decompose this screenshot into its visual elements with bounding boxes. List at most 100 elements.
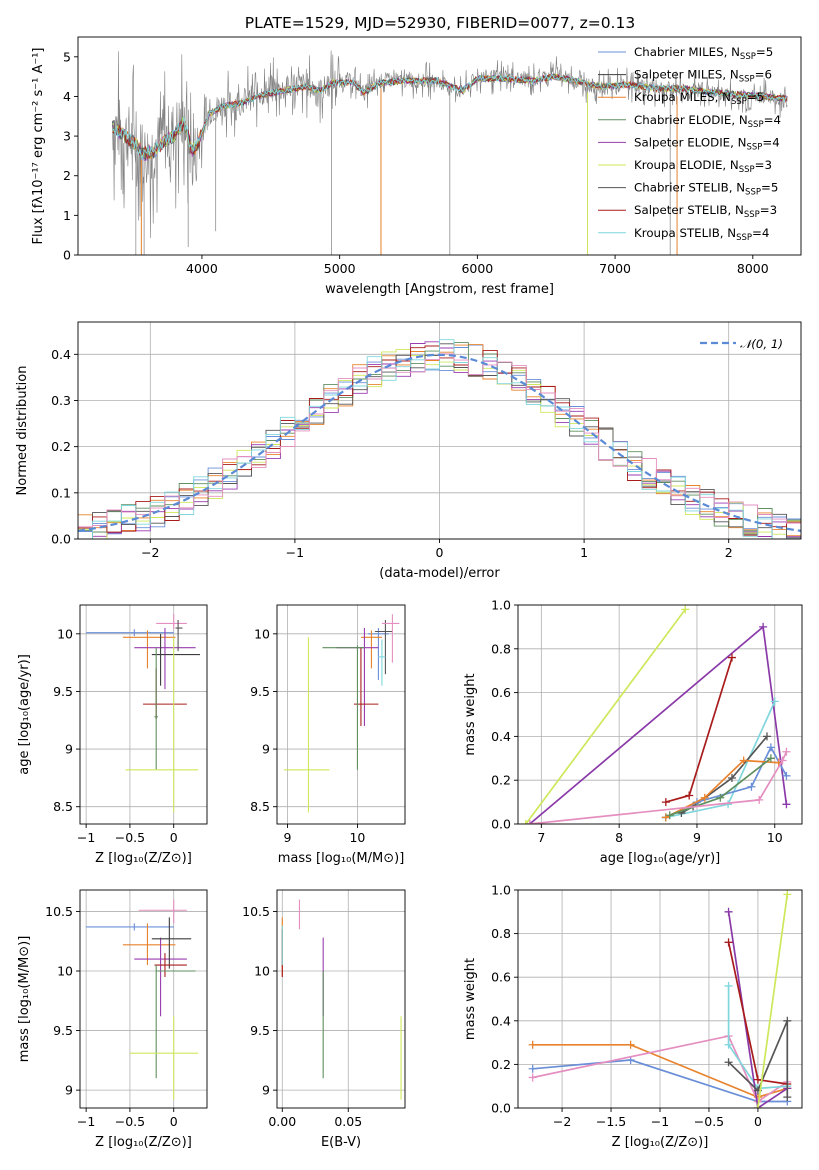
y-axis-label: age [log₁₀(age/yr)] [17,654,32,775]
residuals-panel: −2 −1 0 1 2 0.0 0.1 0.2 0.3 0.4 (data-model)/error… [15,321,802,581]
x-tick-label: −0.5 [694,1114,724,1129]
x-tick-label: 7 [537,830,545,845]
massweight-vs-Z-grid [518,889,802,1109]
legend-label-sub: SSP [739,75,755,85]
weight-marker [724,938,733,947]
y-axis-label: mass weight [463,958,478,1040]
x-tick-label: 0 [754,1114,762,1129]
weight-marker [525,820,534,824]
y-tick-label: 0.4 [491,729,511,744]
massweight-vs-Z-plot [528,890,792,1108]
x-tick-label: 9 [284,830,292,845]
weight-marker [778,756,787,765]
legend-label-normal: 𝒩(0, 1) [740,337,783,351]
y-tick-label: 0.1 [51,485,71,500]
y-tick-label: 9.5 [53,684,73,699]
weight-marker [766,754,775,763]
spectrum-panel: 4000 5000 6000 7000 8000 0 1 2 3 4 5 wavelength [An… [31,36,802,297]
y-tick-label: 9 [65,742,73,757]
legend-label-main: Chabrier MILES, N [634,45,740,59]
weight-marker [747,782,756,791]
x-tick-label: 1 [580,545,588,560]
weight-line [727,985,788,1090]
y-tick-label: 1 [63,208,71,223]
age-vs-mass-plot [283,614,400,813]
legend-label-suffix: =4 [764,113,781,127]
weight-marker [727,653,736,662]
residual-histogram [78,353,801,528]
weight-marker [739,756,748,765]
weight-marker [528,1073,537,1082]
y-tick-label: 0 [63,248,71,263]
x-tick-label: 8 [615,830,623,845]
y-tick-label: 5 [63,49,71,64]
residual-histogram [78,344,801,535]
y-tick-label: 8.5 [53,799,73,814]
mass-vs-ebv-panel: 0.00 0.05 9 9.5 10 10.5 E(B-V) [242,889,406,1150]
legend-label: Chabrier MILES, NSSP=5 [634,45,773,62]
y-tick-label: 9.5 [53,1023,73,1038]
x-tick-label: 0 [436,545,444,560]
x-tick-label: 4000 [186,261,218,276]
spectrum-plot [111,50,788,255]
weight-marker [724,1040,733,1049]
figure-title: PLATE=1529, MJD=52930, FIBERID=0077, z=0… [245,14,635,32]
y-tick-label: 9 [262,1083,270,1098]
y-tick-label: 0.2 [491,1057,511,1072]
y-tick-label: 10.5 [45,904,73,919]
x-axis-label: E(B-V) [321,1135,361,1150]
legend-label: Salpeter MILES, NSSP=6 [634,68,772,85]
y-axis-label: Flux [fλ10⁻¹⁷ erg cm⁻² s⁻¹ A⁻¹] [31,48,46,245]
y-tick-label: 0.2 [51,439,71,454]
weight-marker [783,1016,792,1025]
y-tick-label: 0.0 [51,532,71,547]
y-tick-label: 0.3 [51,393,71,408]
y-tick-label: 9.5 [250,1023,270,1038]
massweight-vs-age-frame [517,604,803,825]
legend-label: Chabrier STELIB, NSSP=5 [634,181,778,198]
x-tick-label: 0 [170,830,178,845]
weight-marker [755,795,764,804]
normal-curve [78,353,801,532]
y-tick-label: 0.0 [491,1101,511,1116]
legend-label: Salpeter ELODIE, NSSP=4 [634,135,780,152]
y-tick-label: 2 [63,168,71,183]
age-vs-Z-plot [86,614,200,813]
legend-label-suffix: =5 [756,45,773,59]
x-axis-label: (data-model)/error [379,566,500,581]
x-tick-label: 2 [725,545,733,560]
x-tick-label: −1.5 [596,1114,626,1129]
y-tick-label: 1.0 [491,598,511,613]
weight-marker [685,791,694,800]
legend-label-main: Salpeter ELODIE, N [634,135,746,149]
weight-marker [782,771,791,780]
weight-line [525,608,686,824]
x-axis-label: Z [log₁₀(Z/Z⊙)] [95,851,192,866]
legend-label-sub: SSP [746,142,762,152]
y-tick-label: 10 [57,626,73,641]
weight-marker [753,1075,762,1084]
weight-marker [626,1040,635,1049]
y-tick-label: 10.5 [242,904,270,919]
weight-line [532,1059,788,1103]
legend-label-sub: SSP [736,233,752,243]
weight-line [728,1020,789,1098]
y-tick-label: 0.4 [491,1013,511,1028]
mass-vs-Z-frame [79,889,208,1109]
y-axis-label: Normed distribution [15,366,30,496]
mass-vs-Z-grid [80,890,207,1108]
legend-label-suffix: =5 [747,90,764,104]
age-vs-Z-grid [80,605,207,824]
legend-label-suffix: =4 [762,135,779,149]
weight-marker [766,743,775,752]
x-tick-label: 6000 [461,261,493,276]
legend-label-sub: SSP [744,210,760,220]
mass-vs-ebv-frame [276,889,406,1109]
legend-label-sub: SSP [745,188,761,198]
legend-label: Kroupa MILES, NSSP=5 [634,90,764,107]
weight-marker [521,820,530,824]
weight-line [757,894,789,1108]
x-tick-label: −1 [286,545,304,560]
weight-line [529,625,788,824]
